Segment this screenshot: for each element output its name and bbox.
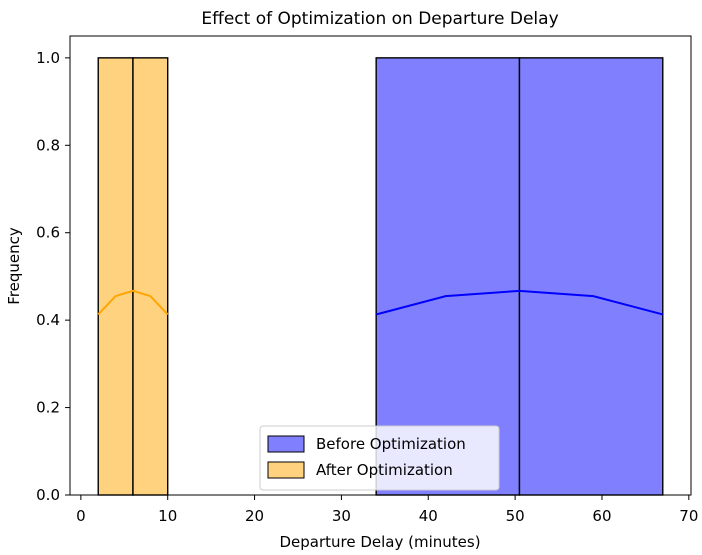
- y-tick-label-2: 0.4: [36, 311, 60, 329]
- chart-title: Effect of Optimization on Departure Dela…: [201, 9, 558, 29]
- bars-layer: [97, 57, 664, 496]
- y-tick-label-3: 0.6: [36, 224, 60, 242]
- x-tick-label-7: 70: [679, 507, 698, 525]
- x-tick-label-5: 50: [506, 507, 525, 525]
- legend: Before Optimization After Optimization: [259, 425, 500, 491]
- bar-0-1: [518, 57, 664, 496]
- x-tick-label-0: 0: [76, 507, 86, 525]
- y-tick-label-0: 0.0: [36, 486, 60, 504]
- kde-line-0: [375, 289, 664, 316]
- x-tick-label-2: 20: [245, 507, 264, 525]
- x-tick-label-3: 30: [332, 507, 351, 525]
- legend-swatch-after: [267, 461, 305, 479]
- plot-frame: [69, 35, 692, 496]
- kde-line-1: [97, 289, 169, 316]
- y-axis: 0.0 0.2 0.4 0.6 0.8 1.0: [36, 49, 70, 504]
- legend-label-after: After Optimization: [316, 461, 453, 479]
- bar-1-1: [132, 57, 169, 496]
- y-axis-label: Frequency: [5, 227, 23, 305]
- bar-0-0: [375, 57, 521, 496]
- x-tick-label-1: 10: [158, 507, 177, 525]
- legend-label-before: Before Optimization: [316, 435, 466, 453]
- x-axis-label: Departure Delay (minutes): [279, 533, 480, 551]
- y-tick-label-1: 0.2: [36, 399, 60, 417]
- bar-1-0: [97, 57, 134, 496]
- legend-swatch-before: [267, 435, 305, 453]
- kde-layer: [97, 289, 664, 316]
- legend-box: [259, 425, 500, 491]
- y-tick-label-5: 1.0: [36, 49, 60, 67]
- x-tick-label-4: 40: [419, 507, 438, 525]
- x-tick-label-6: 60: [592, 507, 611, 525]
- y-tick-label-4: 0.8: [36, 136, 60, 154]
- x-axis: 0 10 20 30 40 50 60 70: [76, 495, 698, 525]
